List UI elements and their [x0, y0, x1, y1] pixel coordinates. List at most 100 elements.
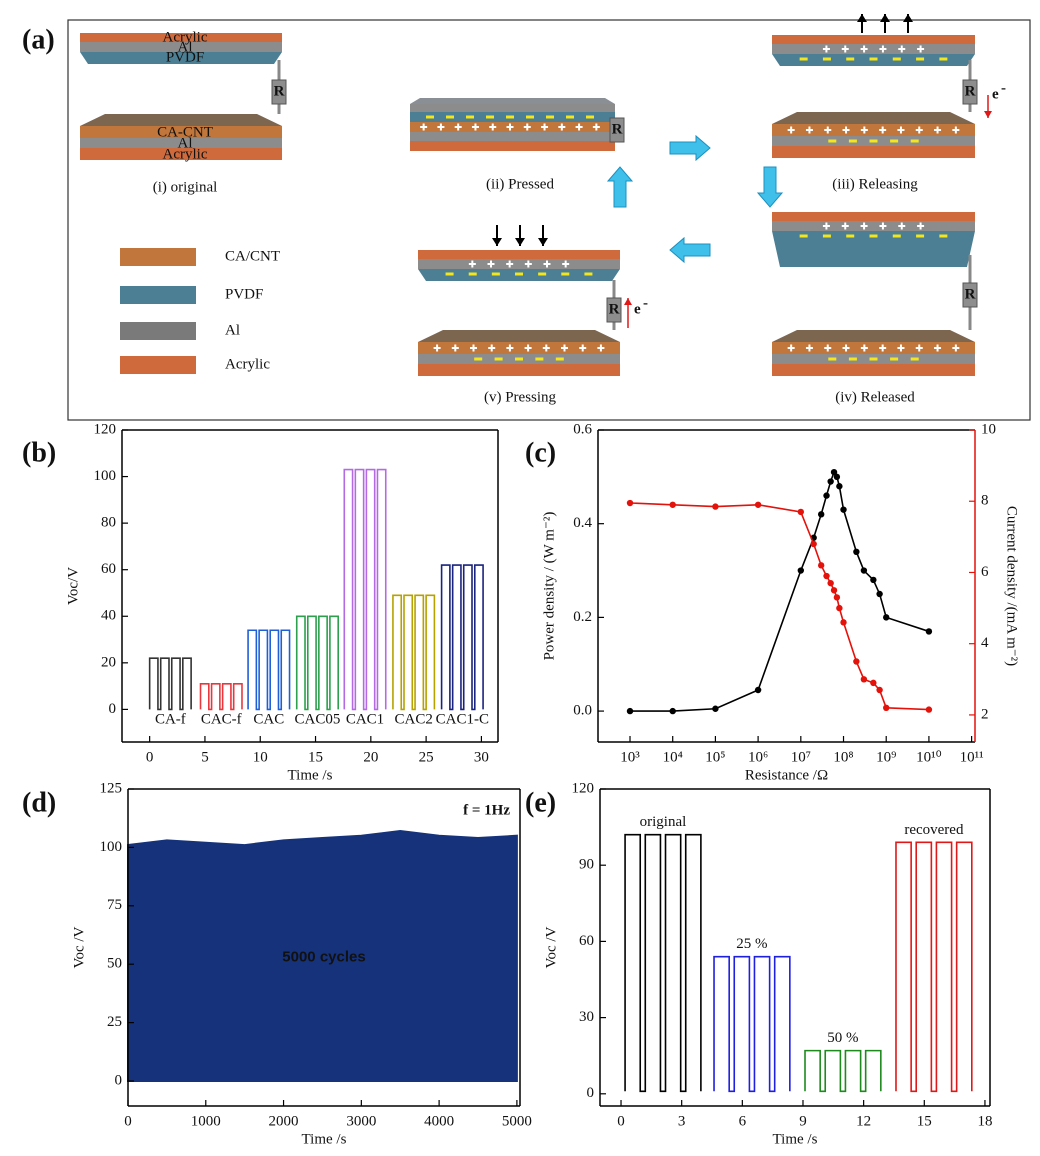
- flow-arrow: [669, 236, 711, 264]
- charge-minus: [822, 234, 831, 238]
- cacnt-layer: [772, 124, 975, 136]
- x-tick-label: 0: [617, 1113, 625, 1129]
- layer-label: Al: [178, 135, 193, 151]
- y2-tick-label: 6: [981, 564, 989, 580]
- data-point: [797, 508, 805, 516]
- data-point: [827, 579, 834, 587]
- charge-minus: [846, 234, 855, 238]
- charge-minus: [566, 115, 574, 119]
- y-tick-label: 100: [100, 839, 123, 855]
- waveform: [440, 564, 484, 711]
- charge-minus: [491, 272, 500, 276]
- flow-arrow: [756, 166, 784, 208]
- charge-minus: [939, 234, 948, 238]
- charge-minus: [466, 115, 474, 119]
- waveform: [295, 615, 339, 711]
- x-tick-label: 10⁸: [833, 749, 853, 765]
- x-axis-label: Resistance /Ω: [745, 767, 828, 783]
- data-point: [669, 501, 676, 508]
- charge-minus: [799, 57, 808, 61]
- data-point: [883, 704, 890, 712]
- resistor: [962, 282, 978, 308]
- legend-swatch: [120, 286, 196, 304]
- x-tick-label: 9: [799, 1113, 807, 1129]
- charge-minus: [474, 357, 483, 361]
- cacnt-layer: [80, 126, 282, 138]
- x-axis-label: Time /s: [288, 767, 333, 783]
- x-tick-label: 10¹⁰: [916, 749, 942, 765]
- data-point: [626, 707, 634, 715]
- series-label: 50 %: [827, 1030, 858, 1046]
- data-point: [712, 503, 719, 510]
- data-point: [860, 676, 868, 683]
- charge-minus: [848, 139, 857, 143]
- legend-label: CA/CNT: [225, 248, 280, 264]
- data-point: [797, 567, 805, 574]
- x-axis-label: Time /s: [773, 1131, 818, 1147]
- x-tick-label: 3: [678, 1113, 686, 1129]
- charge-minus: [846, 57, 855, 61]
- x-tick-label: 10⁵: [705, 749, 725, 765]
- charge-minus: [869, 139, 878, 143]
- data-point: [876, 590, 883, 598]
- charge-minus: [446, 115, 454, 119]
- x-tick-label: 10⁷: [791, 749, 811, 765]
- y2-tick-label: 8: [981, 493, 989, 509]
- waveform: [392, 594, 436, 711]
- y-tick-label: 80: [101, 515, 116, 531]
- data-point: [833, 473, 841, 481]
- cycle-area: [127, 830, 518, 1082]
- charge-minus: [445, 272, 454, 276]
- annotation: f = 1Hz: [463, 802, 510, 818]
- x-tick-label: 10⁴: [663, 749, 683, 765]
- resistor-label: R: [965, 286, 976, 302]
- y-axis-label: Power density / (W m⁻²): [541, 512, 557, 661]
- layer-label: CA-CNT: [157, 124, 213, 140]
- electron-label: e: [634, 301, 641, 317]
- acrylic-layer: [418, 250, 620, 259]
- y-tick-label: 0.2: [573, 609, 592, 625]
- y-tick-label: 30: [579, 1009, 594, 1025]
- state-caption: (iv) Released: [835, 389, 915, 405]
- x-tick-label: 20: [363, 749, 378, 765]
- x-tick-label: 3000: [346, 1113, 376, 1129]
- al-layer: [410, 132, 615, 141]
- x-tick-label: 6: [739, 1113, 747, 1129]
- y-tick-label: 40: [101, 608, 116, 624]
- data-point: [925, 706, 933, 713]
- charge-minus: [869, 234, 878, 238]
- series-label: original: [640, 814, 687, 830]
- x-tick-label: 10: [253, 749, 268, 765]
- cacnt-top: [418, 330, 620, 342]
- resistor: [271, 79, 287, 105]
- panel-label: (a): [22, 24, 55, 55]
- y2-tick-label: 2: [981, 706, 989, 722]
- diagram-frame: [67, 19, 1031, 421]
- panel-label: (e): [525, 787, 556, 818]
- resistor: [606, 297, 622, 323]
- charge-minus: [526, 115, 534, 119]
- resistor-label: R: [965, 83, 976, 99]
- resistor-label: R: [609, 301, 620, 317]
- charge-minus: [515, 357, 523, 361]
- charge-minus: [538, 272, 547, 276]
- y-tick-label: 60: [579, 933, 594, 949]
- cacnt-top: [772, 330, 975, 342]
- y-tick-label: 0.0: [573, 703, 592, 719]
- motion-arrowhead: [903, 14, 913, 22]
- charge-minus: [869, 357, 878, 361]
- y-tick-label: 90: [579, 857, 594, 873]
- charge-minus: [890, 357, 899, 361]
- series-label: CAC: [253, 711, 284, 727]
- data-point: [754, 686, 762, 694]
- motion-arrowhead: [857, 14, 867, 22]
- data-point: [853, 548, 860, 556]
- charge-minus: [799, 234, 808, 238]
- waveform: [713, 955, 791, 1093]
- electron-label: e: [992, 86, 999, 102]
- data-point: [870, 576, 877, 584]
- y-tick-label: 0: [587, 1085, 595, 1101]
- charge-minus: [910, 357, 919, 361]
- al-layer: [80, 42, 282, 52]
